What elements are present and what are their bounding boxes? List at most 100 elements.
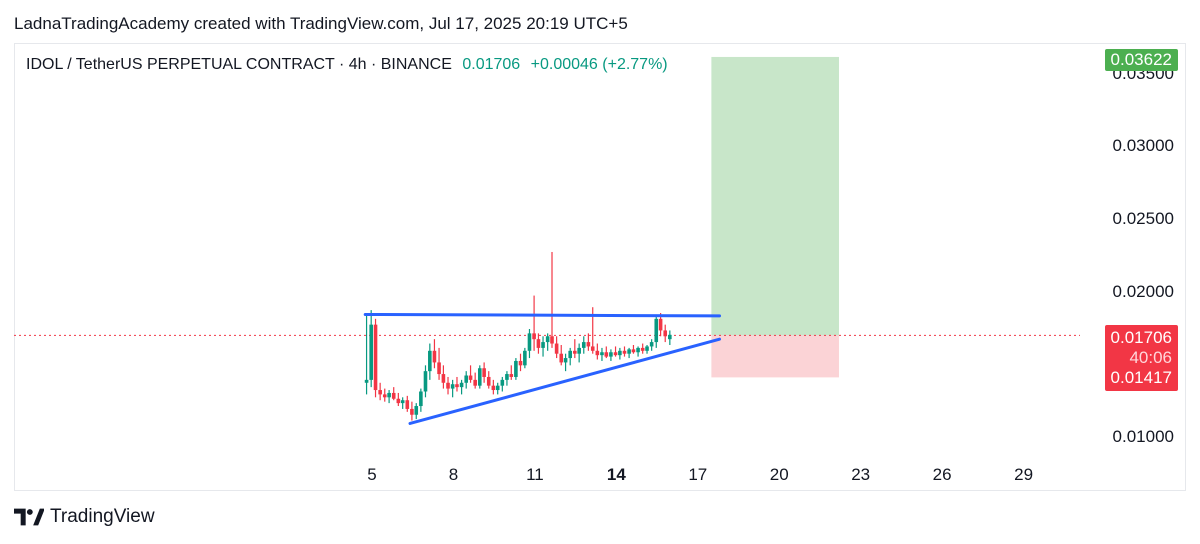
candle-body (636, 347, 640, 353)
candle-body (514, 360, 518, 377)
y-tick-label: 0.02500 (1112, 209, 1174, 228)
candle-body (423, 371, 428, 392)
candle-body (491, 385, 496, 391)
candle-body (541, 342, 545, 348)
x-tick-label: 20 (769, 465, 789, 484)
candle-body (400, 400, 405, 404)
candle-body (600, 352, 604, 356)
candle-body (627, 349, 631, 354)
candle-body (432, 350, 437, 363)
candle-body (604, 352, 609, 357)
candle-body (532, 333, 536, 340)
y-tick-label: 0.01000 (1112, 427, 1174, 446)
x-tick-label: 17 (688, 465, 708, 484)
candle-body (586, 342, 591, 347)
stop-price-value: 0.01417 (1110, 368, 1172, 387)
candle-body (387, 392, 391, 398)
current-price-value: 0.01706 (1110, 328, 1172, 347)
candle-body (486, 376, 491, 386)
candle-body (622, 350, 627, 354)
candle-body (509, 374, 514, 377)
trendline-support (408, 337, 722, 425)
candle-body (545, 336, 550, 343)
candle-body (500, 379, 505, 386)
candle-body (550, 336, 554, 344)
candle-body (618, 350, 622, 356)
current-price-badge: 0.01706 40:06 0.01417 (1104, 325, 1178, 391)
bar-countdown: 40:06 (1129, 348, 1172, 367)
candle-body (559, 353, 564, 363)
candle-body (364, 379, 369, 383)
candle-body (405, 400, 410, 409)
candle-body (640, 347, 645, 351)
candle-body (459, 382, 464, 388)
candle-body (410, 408, 414, 415)
candle-body (554, 343, 559, 354)
y-tick-label: 0.02000 (1112, 281, 1174, 301)
candle-body (396, 398, 401, 404)
footer-brand[interactable]: TradingView (14, 506, 155, 528)
candle-body (369, 324, 373, 380)
candle-body (428, 350, 432, 372)
candle-body (668, 334, 672, 340)
symbol-name: IDOL / TetherUS PERPETUAL CONTRACT · 4h … (26, 56, 452, 73)
candle-body (645, 346, 649, 351)
candle-body (654, 318, 659, 343)
candle-body (649, 342, 654, 347)
candle-body (446, 382, 450, 389)
symbol-legend: IDOL / TetherUS PERPETUAL CONTRACT · 4h … (26, 56, 668, 74)
candle-body (595, 350, 600, 356)
candle-body (518, 360, 523, 366)
candle-body (663, 330, 668, 337)
candle-body (482, 368, 486, 377)
candle-body (658, 318, 663, 331)
candle-body (437, 362, 441, 375)
candle-body (455, 384, 459, 388)
tradingview-brand: TradingView (50, 506, 155, 527)
candle-body (609, 352, 613, 357)
last-price: 0.01706 (462, 56, 521, 73)
candle-body (450, 384, 455, 389)
candle-body (577, 347, 581, 354)
profit-zone (711, 56, 839, 336)
candle-body (568, 350, 572, 359)
loss-zone (711, 335, 839, 378)
candle-body (573, 350, 577, 354)
candle-body (505, 374, 509, 380)
chart-frame (14, 43, 1186, 491)
x-tick-label: 8 (448, 465, 459, 484)
candle-body (527, 333, 532, 351)
candle-body (536, 339, 541, 348)
candle-body (581, 342, 586, 348)
candle-body (523, 350, 527, 366)
x-tick-label: 26 (932, 465, 952, 484)
trendline-resistance (363, 312, 722, 318)
candle-body (391, 392, 396, 399)
candle-body (495, 385, 500, 391)
candle-body (382, 394, 387, 398)
candle-body (477, 368, 482, 386)
x-tick-label: 5 (367, 465, 377, 484)
x-tick-label: 14 (606, 465, 626, 484)
candle-body (378, 390, 382, 395)
candle-body (414, 406, 419, 415)
y-tick-label: 0.03000 (1112, 136, 1174, 156)
candle-body (613, 352, 618, 356)
candle-body (563, 358, 568, 363)
candle-body (473, 379, 477, 386)
x-tick-label: 23 (851, 465, 871, 484)
candle-body (631, 349, 636, 353)
tradingview-logo-icon (14, 508, 44, 526)
candle-body (468, 375, 473, 380)
x-tick-label: 29 (1014, 465, 1034, 484)
price-change: +0.00046 (+2.77%) (530, 56, 668, 73)
x-tick-label: 11 (526, 465, 544, 484)
candle-body (373, 324, 378, 391)
candle-body (419, 391, 423, 407)
candle-body (464, 375, 469, 383)
target-price-badge: 0.03622 (1104, 49, 1178, 71)
candle-body (441, 374, 446, 383)
candle-body (590, 346, 595, 351)
attribution-title: LadnaTradingAcademy created with Trading… (14, 14, 628, 33)
